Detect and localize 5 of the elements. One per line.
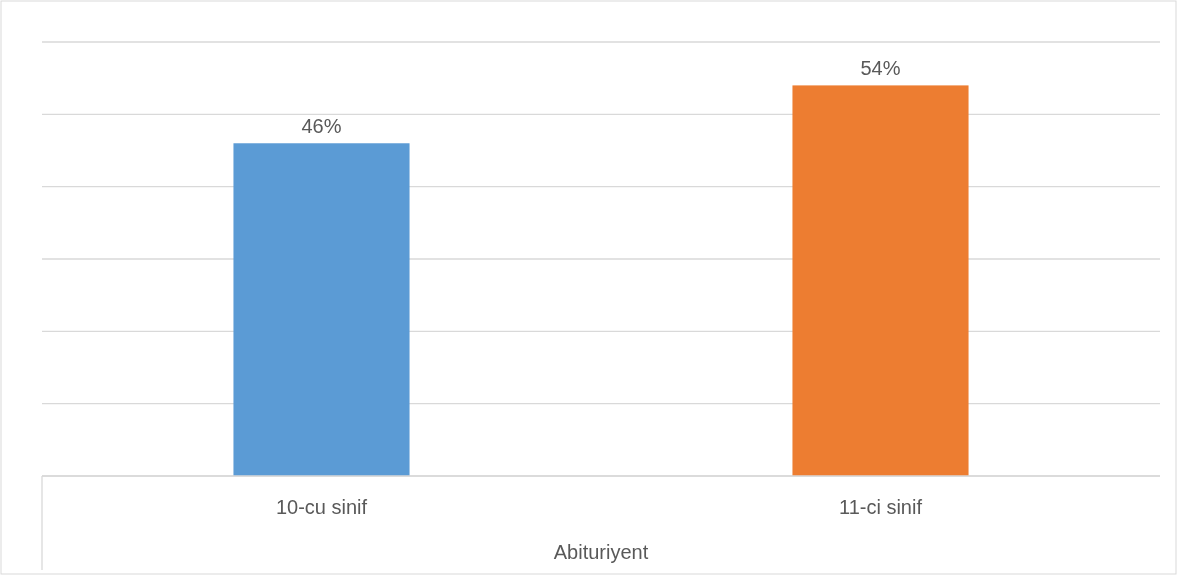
x-axis-title: Abituriyent bbox=[553, 541, 649, 563]
data-label: 54% bbox=[860, 57, 901, 80]
data-label: 46% bbox=[301, 115, 342, 138]
x-tick-label: 10-cu sinif bbox=[275, 496, 368, 518]
x-tick-label: 11-ci sinif bbox=[839, 496, 923, 518]
